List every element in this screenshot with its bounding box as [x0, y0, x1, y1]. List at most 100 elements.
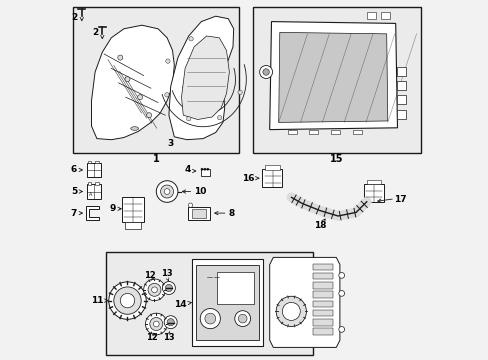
- Bar: [95, 161, 99, 163]
- Bar: [366, 12, 375, 19]
- Circle shape: [259, 66, 272, 78]
- Circle shape: [338, 291, 344, 296]
- Bar: [125, 222, 141, 229]
- Bar: [106, 252, 312, 355]
- Circle shape: [164, 189, 170, 194]
- Bar: [95, 182, 99, 185]
- Circle shape: [146, 113, 151, 118]
- Bar: [352, 130, 361, 134]
- Circle shape: [120, 293, 134, 308]
- Text: 9: 9: [109, 204, 116, 213]
- Bar: [396, 95, 405, 104]
- Circle shape: [145, 313, 167, 335]
- Bar: [287, 130, 296, 134]
- Circle shape: [149, 318, 163, 330]
- Text: A: A: [88, 192, 92, 197]
- Text: 12: 12: [144, 271, 156, 280]
- Polygon shape: [181, 36, 229, 120]
- Text: 12: 12: [146, 333, 158, 342]
- Circle shape: [162, 282, 175, 294]
- Circle shape: [238, 314, 246, 323]
- Bar: [122, 197, 143, 222]
- Bar: [191, 209, 205, 218]
- Bar: [200, 169, 209, 176]
- Circle shape: [153, 321, 159, 327]
- Bar: [381, 12, 389, 19]
- Circle shape: [338, 327, 344, 332]
- Text: 14: 14: [174, 300, 186, 309]
- Circle shape: [125, 77, 130, 82]
- Circle shape: [276, 296, 306, 327]
- Bar: [262, 169, 282, 187]
- Circle shape: [137, 95, 142, 100]
- Circle shape: [282, 302, 300, 320]
- Text: 1: 1: [153, 154, 160, 164]
- Circle shape: [200, 309, 220, 329]
- Circle shape: [263, 69, 269, 75]
- Bar: [366, 180, 381, 184]
- Bar: [396, 110, 405, 119]
- Bar: [312, 319, 332, 325]
- Circle shape: [156, 181, 178, 202]
- Bar: [312, 264, 332, 270]
- Text: 13: 13: [161, 269, 173, 278]
- Circle shape: [234, 311, 250, 327]
- Polygon shape: [269, 257, 339, 347]
- Circle shape: [165, 59, 170, 63]
- Text: 13: 13: [163, 333, 174, 342]
- Circle shape: [203, 168, 205, 170]
- Bar: [196, 265, 258, 340]
- Circle shape: [167, 319, 174, 326]
- Ellipse shape: [130, 127, 139, 130]
- Text: 6: 6: [71, 165, 77, 174]
- Circle shape: [164, 93, 169, 97]
- Text: 11: 11: [91, 296, 103, 305]
- Polygon shape: [278, 32, 387, 122]
- Circle shape: [164, 316, 177, 329]
- Polygon shape: [86, 206, 99, 220]
- Circle shape: [160, 185, 173, 198]
- Text: 17: 17: [393, 195, 406, 204]
- Bar: [312, 301, 332, 307]
- Circle shape: [118, 55, 122, 60]
- Text: 2: 2: [71, 13, 78, 22]
- Circle shape: [114, 287, 141, 314]
- Bar: [87, 184, 101, 199]
- Polygon shape: [91, 25, 174, 140]
- Circle shape: [201, 168, 203, 170]
- Bar: [217, 272, 253, 304]
- Bar: [312, 282, 332, 288]
- Circle shape: [217, 116, 222, 120]
- Circle shape: [143, 279, 165, 301]
- Bar: [363, 184, 383, 202]
- Circle shape: [151, 287, 157, 293]
- Text: 18: 18: [313, 220, 325, 230]
- Bar: [309, 130, 318, 134]
- Text: 3: 3: [167, 139, 173, 148]
- Circle shape: [188, 203, 192, 207]
- Text: 5: 5: [71, 187, 77, 196]
- Bar: [73, 7, 239, 153]
- Bar: [312, 291, 332, 298]
- Bar: [396, 67, 405, 76]
- Bar: [192, 259, 262, 346]
- Text: 10: 10: [194, 187, 206, 196]
- Circle shape: [165, 284, 172, 292]
- Polygon shape: [269, 22, 397, 130]
- Bar: [187, 207, 209, 220]
- Bar: [312, 310, 332, 316]
- Circle shape: [204, 313, 215, 324]
- Text: 15: 15: [329, 154, 343, 164]
- Circle shape: [186, 117, 190, 121]
- Bar: [87, 163, 101, 177]
- Bar: [265, 165, 279, 170]
- Circle shape: [108, 282, 146, 319]
- Text: 16: 16: [242, 174, 254, 183]
- Circle shape: [148, 283, 161, 296]
- Bar: [312, 273, 332, 279]
- Circle shape: [238, 90, 242, 94]
- Polygon shape: [168, 16, 233, 140]
- Bar: [396, 81, 405, 90]
- Bar: [312, 328, 332, 335]
- Circle shape: [188, 37, 193, 41]
